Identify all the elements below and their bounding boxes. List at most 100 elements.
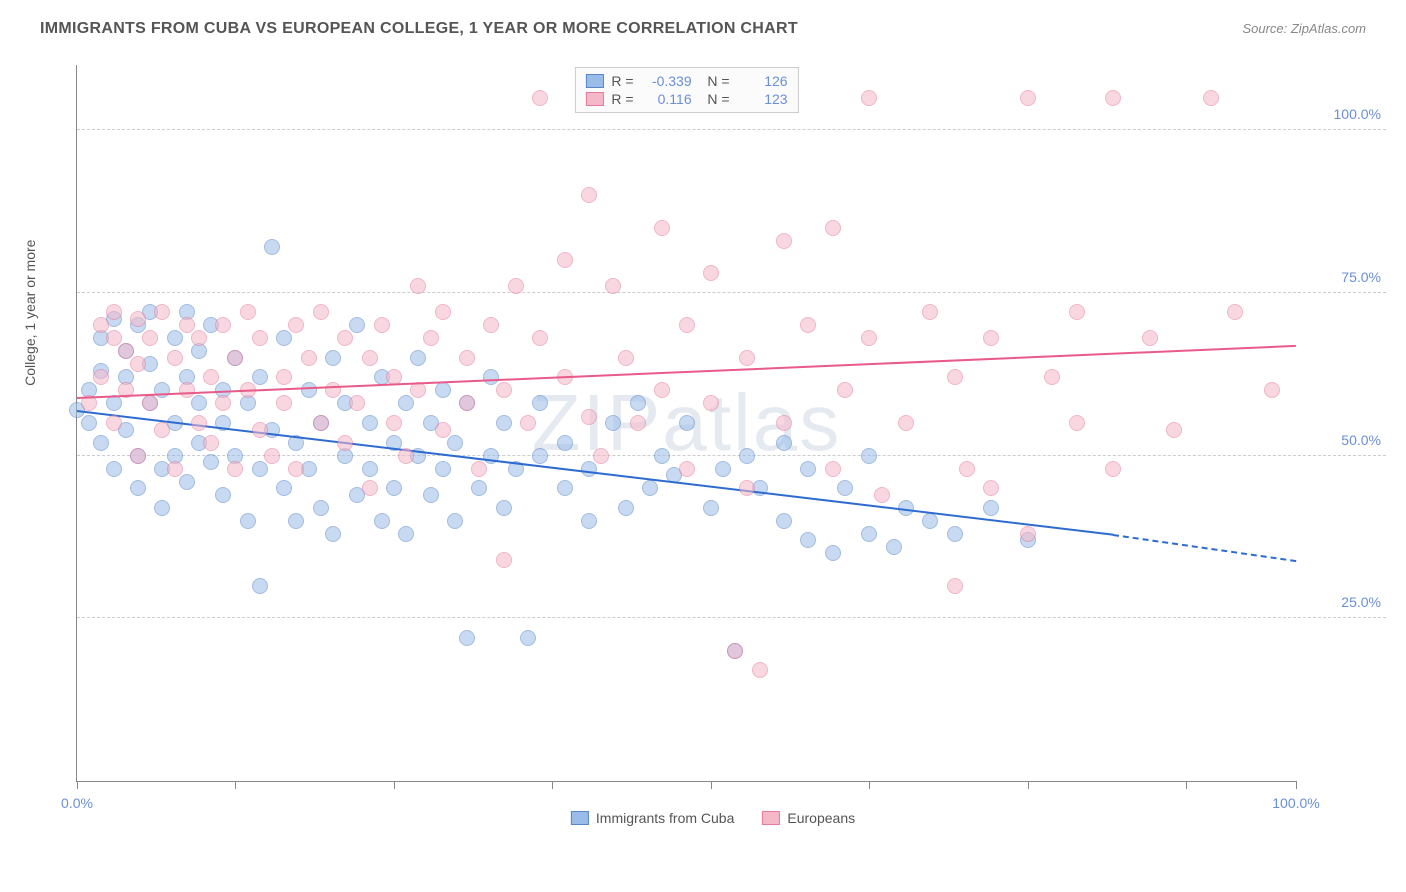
data-point <box>874 487 890 503</box>
data-point <box>106 461 122 477</box>
legend-item-europeans: Europeans <box>762 810 855 826</box>
data-point <box>252 578 268 594</box>
data-point <box>581 409 597 425</box>
xtick-label: 0.0% <box>61 795 93 811</box>
data-point <box>215 395 231 411</box>
data-point <box>386 415 402 431</box>
gridline <box>77 617 1386 618</box>
data-point <box>861 448 877 464</box>
data-point <box>106 304 122 320</box>
data-point <box>618 350 634 366</box>
data-point <box>337 435 353 451</box>
data-point <box>313 415 329 431</box>
data-point <box>471 480 487 496</box>
data-point <box>605 278 621 294</box>
data-point <box>532 330 548 346</box>
data-point <box>191 330 207 346</box>
xtick <box>1186 781 1187 789</box>
data-point <box>947 526 963 542</box>
series-legend: Immigrants from Cuba Europeans <box>571 810 855 826</box>
data-point <box>118 343 134 359</box>
ytick-label: 100.0% <box>1334 106 1381 122</box>
data-point <box>886 539 902 555</box>
data-point <box>288 317 304 333</box>
xtick <box>394 781 395 789</box>
data-point <box>715 461 731 477</box>
data-point <box>349 395 365 411</box>
data-point <box>605 415 621 431</box>
data-point <box>983 480 999 496</box>
data-point <box>276 480 292 496</box>
swatch-europeans <box>585 92 603 106</box>
data-point <box>581 461 597 477</box>
data-point <box>654 220 670 236</box>
data-point <box>398 395 414 411</box>
data-point <box>154 304 170 320</box>
data-point <box>374 317 390 333</box>
data-point <box>983 500 999 516</box>
ytick-label: 25.0% <box>1341 594 1381 610</box>
data-point <box>1227 304 1243 320</box>
data-point <box>154 382 170 398</box>
chart-title: IMMIGRANTS FROM CUBA VS EUROPEAN COLLEGE… <box>40 20 798 38</box>
data-point <box>837 480 853 496</box>
data-point <box>215 317 231 333</box>
data-point <box>435 422 451 438</box>
data-point <box>593 448 609 464</box>
legend-item-cuba: Immigrants from Cuba <box>571 810 734 826</box>
gridline <box>77 129 1386 130</box>
data-point <box>325 350 341 366</box>
data-point <box>1069 304 1085 320</box>
data-point <box>703 500 719 516</box>
swatch-europeans-icon <box>762 811 780 825</box>
data-point <box>630 395 646 411</box>
data-point <box>532 90 548 106</box>
data-point <box>435 304 451 320</box>
xtick-label: 100.0% <box>1272 795 1319 811</box>
trend-line <box>1113 534 1296 562</box>
data-point <box>179 474 195 490</box>
data-point <box>435 461 451 477</box>
data-point <box>374 513 390 529</box>
data-point <box>142 330 158 346</box>
data-point <box>776 435 792 451</box>
data-point <box>252 422 268 438</box>
data-point <box>276 330 292 346</box>
data-point <box>739 350 755 366</box>
data-point <box>179 317 195 333</box>
source-attribution: Source: ZipAtlas.com <box>1242 21 1366 36</box>
data-point <box>800 532 816 548</box>
data-point <box>130 311 146 327</box>
data-point <box>727 643 743 659</box>
data-point <box>288 513 304 529</box>
data-point <box>130 448 146 464</box>
data-point <box>739 448 755 464</box>
data-point <box>861 330 877 346</box>
data-point <box>459 350 475 366</box>
gridline <box>77 292 1386 293</box>
data-point <box>227 350 243 366</box>
legend-label-cuba: Immigrants from Cuba <box>596 810 734 826</box>
data-point <box>922 304 938 320</box>
data-point <box>93 369 109 385</box>
data-point <box>459 395 475 411</box>
data-point <box>947 578 963 594</box>
xtick <box>235 781 236 789</box>
data-point <box>447 513 463 529</box>
data-point <box>252 461 268 477</box>
data-point <box>496 415 512 431</box>
data-point <box>800 317 816 333</box>
data-point <box>739 480 755 496</box>
swatch-cuba <box>585 74 603 88</box>
data-point <box>532 395 548 411</box>
data-point <box>679 317 695 333</box>
data-point <box>154 500 170 516</box>
data-point <box>240 513 256 529</box>
data-point <box>423 487 439 503</box>
data-point <box>825 545 841 561</box>
data-point <box>276 395 292 411</box>
data-point <box>776 415 792 431</box>
data-point <box>471 461 487 477</box>
data-point <box>252 369 268 385</box>
data-point <box>642 480 658 496</box>
